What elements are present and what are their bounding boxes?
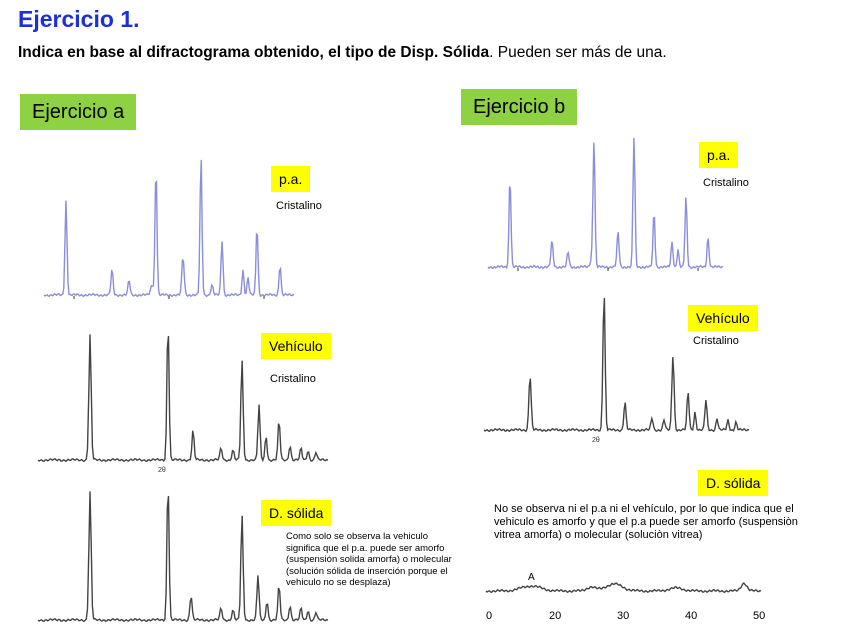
diffraction-trace <box>487 137 724 270</box>
diffraction-trace <box>483 297 750 433</box>
x-tick-0: 0 <box>486 610 493 622</box>
instruction-bold: Indica en base al difractograma obtenido… <box>18 44 490 61</box>
two-theta-label: 2θ <box>592 437 600 444</box>
instruction-text: Indica en base al difractograma obtenido… <box>18 44 667 62</box>
exercise-b-solid-dispersion-diffractogram <box>485 582 762 594</box>
exercise-b-vehicle-label: Vehículo <box>688 305 758 331</box>
exercise-b-vehicle-description: Cristalino <box>693 335 739 347</box>
exercise-b-pa-description: Cristalino <box>703 177 749 189</box>
instruction-rest: . Pueden ser más de una. <box>489 44 667 61</box>
exercise-a-vehicle-description: Cristalino <box>270 373 316 385</box>
x-tick-30: 30 <box>617 610 630 622</box>
diffraction-trace <box>37 491 329 623</box>
exercise-b-vehicle-diffractogram: 2θ <box>483 297 750 444</box>
exercise-a-pa-diffractogram <box>43 159 295 299</box>
exercise-a-vehicle-label: Vehículo <box>261 333 331 359</box>
exercise-b-solid-dispersion-description: No se observa ni el p.a ni el vehículo, … <box>494 503 798 541</box>
x-tick-40: 40 <box>685 610 698 622</box>
exercise-a-pa-description: Cristalino <box>276 200 322 212</box>
two-theta-label: 2θ <box>158 467 166 474</box>
exercise-b-solid-dispersion-label: D. sólida <box>698 470 769 496</box>
exercise-b-pa-label: p.a. <box>699 142 739 168</box>
exercise-a-solid-dispersion-label: D. sólida <box>261 500 332 526</box>
diffraction-trace <box>37 334 329 463</box>
exercise-b-pa-diffractogram <box>487 137 724 271</box>
exercise-a-label: Ejercicio a <box>20 94 137 130</box>
diffraction-trace <box>43 159 295 298</box>
amorphous-marker: A <box>528 572 535 583</box>
exercise-a-solid-dispersion-description: Como solo se observa la vehiculo signifi… <box>286 531 452 588</box>
exercise-a-vehicle-diffractogram: 2θ <box>37 334 329 474</box>
x-tick-20: 20 <box>549 610 562 622</box>
diffraction-trace <box>485 582 762 594</box>
page-title: Ejercicio 1. <box>18 6 140 32</box>
x-tick-50: 50 <box>753 610 766 622</box>
exercise-b-label: Ejercicio b <box>461 89 578 125</box>
exercise-a-pa-label: p.a. <box>271 166 311 192</box>
exercise-a-solid-dispersion-diffractogram <box>37 491 329 623</box>
